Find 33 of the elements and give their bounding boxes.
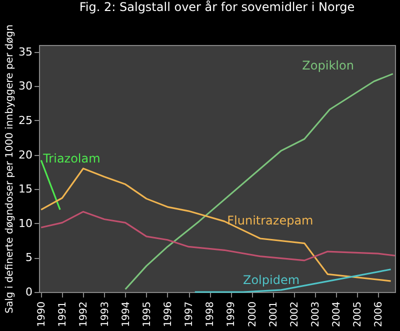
y-tick-label: 25: [18, 114, 32, 127]
series-label: Flunitrazepam: [227, 213, 314, 228]
series-label: Zolpidem: [242, 272, 300, 287]
x-tick-label: 1995: [142, 302, 153, 327]
chart-title: Fig. 2: Salgstall over år for sovemidler i Norge: [79, 0, 355, 14]
y-tick-label: 20: [18, 148, 32, 162]
line-series: [40, 210, 396, 262]
x-tick-label: 2004: [332, 302, 343, 327]
y-tick-label: 30: [18, 80, 32, 93]
x-tick-label: 1992: [78, 302, 90, 327]
x-tick-label: 2002: [289, 302, 300, 327]
x-tick-label: 1993: [100, 302, 111, 327]
x-tick-label: 1994: [120, 302, 132, 327]
y-tick-label: 5: [26, 251, 32, 264]
x-tick-label: 1999: [226, 302, 238, 327]
x-tick-label: 1990: [36, 302, 48, 327]
line-series: [124, 73, 394, 290]
x-tick-label: 1991: [58, 302, 69, 327]
y-tick-label: 35: [18, 45, 32, 58]
x-tick-label: 1998: [205, 302, 216, 327]
x-tick-label: 2000: [247, 302, 258, 327]
x-tick-label: 1997: [184, 302, 196, 327]
y-axis-title: Salg i definerte døgndoser per 1000 innbyggere per døgn: [4, 24, 16, 314]
x-tick-label: 2003: [310, 302, 322, 327]
x-tick-label: 1996: [162, 302, 174, 327]
series-label: Triazolam: [42, 151, 100, 166]
y-tick-label: 10: [18, 216, 32, 230]
y-tick-label: 0: [26, 286, 32, 298]
x-tick-label: 2006: [374, 302, 385, 327]
x-tick-label: 2005: [352, 302, 364, 327]
x-tick-label: 2001: [268, 302, 280, 327]
series-label: Zopiklon: [302, 58, 354, 72]
y-tick-label: 15: [18, 182, 32, 196]
